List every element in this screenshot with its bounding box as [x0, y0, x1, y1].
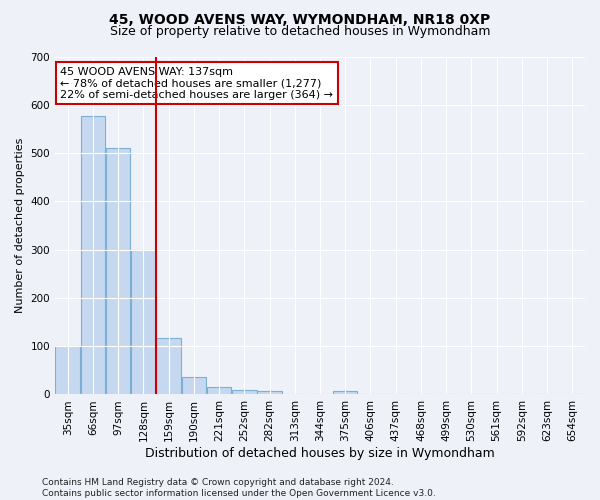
Bar [131, 250, 155, 394]
Bar [207, 387, 232, 394]
Bar [80, 116, 105, 394]
Text: 45, WOOD AVENS WAY, WYMONDHAM, NR18 0XP: 45, WOOD AVENS WAY, WYMONDHAM, NR18 0XP [109, 12, 491, 26]
Bar [333, 391, 358, 394]
Text: 45 WOOD AVENS WAY: 137sqm
← 78% of detached houses are smaller (1,277)
22% of se: 45 WOOD AVENS WAY: 137sqm ← 78% of detac… [61, 66, 334, 100]
Text: Size of property relative to detached houses in Wymondham: Size of property relative to detached ho… [110, 25, 490, 38]
Text: Contains HM Land Registry data © Crown copyright and database right 2024.
Contai: Contains HM Land Registry data © Crown c… [42, 478, 436, 498]
Bar [157, 338, 181, 394]
Bar [182, 376, 206, 394]
Bar [257, 391, 282, 394]
Bar [55, 346, 80, 395]
Bar [232, 390, 257, 394]
Bar [106, 148, 130, 394]
X-axis label: Distribution of detached houses by size in Wymondham: Distribution of detached houses by size … [145, 447, 495, 460]
Y-axis label: Number of detached properties: Number of detached properties [15, 138, 25, 313]
